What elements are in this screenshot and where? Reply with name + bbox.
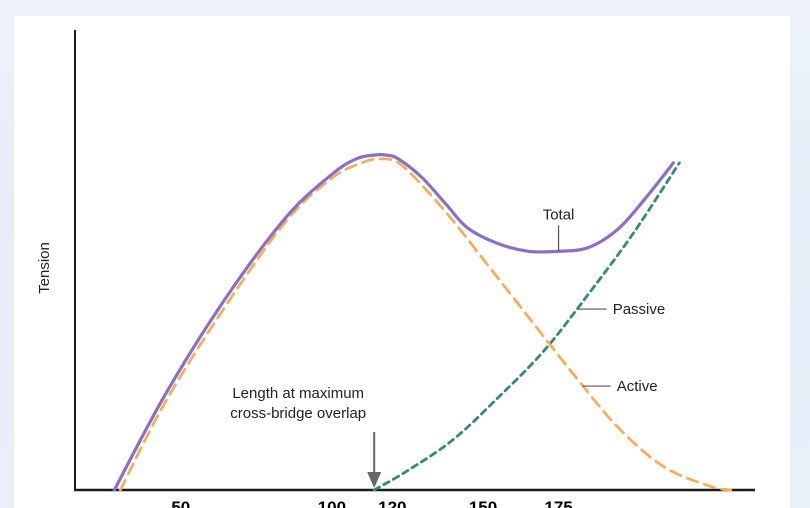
axes-group: Tension 50 100 120 150 175 (36, 30, 755, 508)
annotation-text-line1: Length at maximum (232, 385, 364, 402)
series-total-curve (112, 152, 675, 492)
series-label-active: Active (617, 378, 658, 395)
series-group (112, 152, 733, 492)
annotation-arrowhead (367, 472, 382, 488)
annotation-text-line2: cross-bridge overlap (230, 405, 366, 422)
x-tick-label: 175 (544, 498, 572, 508)
series-passive-curve (372, 161, 681, 492)
x-tick-label: 120 (378, 498, 406, 508)
x-tick-label: 100 (318, 498, 346, 508)
y-axis-title: Tension (36, 242, 53, 294)
series-active-curve (118, 157, 733, 492)
x-tick-label: 50 (171, 498, 190, 508)
labels-group: Total Passive Active Length at maximum cross… (230, 206, 665, 488)
series-label-passive: Passive (613, 301, 666, 318)
series-label-total: Total (543, 206, 575, 223)
x-tick-label: 150 (469, 498, 497, 508)
plot-panel (14, 16, 790, 508)
